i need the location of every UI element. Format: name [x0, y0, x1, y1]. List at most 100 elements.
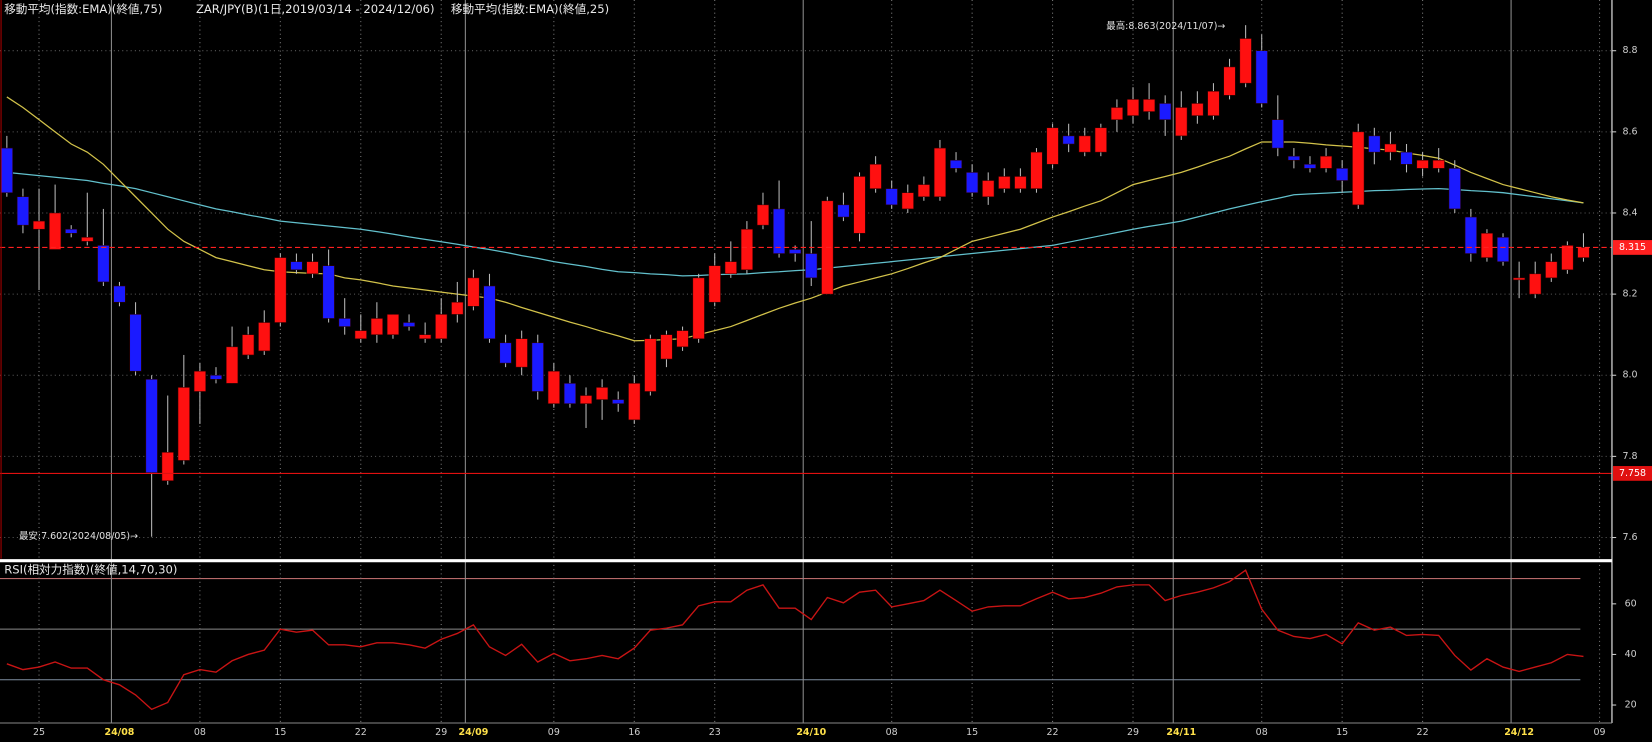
candle-body [145, 379, 158, 473]
candle-body [1336, 168, 1349, 181]
y-tick-label: 7.8 [1623, 451, 1638, 462]
candle-body [1545, 261, 1558, 279]
candle-body [402, 322, 416, 327]
candle-body [660, 334, 673, 360]
x-tick-label: 24/08 [105, 727, 135, 738]
candle-body [386, 314, 400, 335]
x-tick-label: 22 [355, 727, 367, 738]
ema-line [6, 171, 1584, 277]
candle-body [1368, 135, 1381, 153]
candle-body [740, 228, 753, 271]
candle-body [1416, 159, 1429, 169]
x-tick-label: 15 [966, 727, 978, 738]
candle-body [1303, 164, 1317, 169]
candle-body [547, 370, 560, 404]
x-tick-label: 08 [1256, 727, 1268, 738]
candle-body [676, 330, 689, 348]
x-tick-label: 23 [709, 727, 721, 738]
x-tick-label: 24/11 [1166, 727, 1196, 738]
candle-body [65, 228, 78, 234]
candle-body [129, 314, 142, 372]
candle-body [242, 334, 255, 356]
candle-body [1094, 127, 1107, 153]
candle-body [32, 220, 46, 230]
x-tick-label: 29 [435, 727, 447, 738]
candle-body [837, 204, 850, 218]
candle-body [773, 208, 786, 254]
candle-body [161, 452, 174, 481]
candle-body [1014, 176, 1027, 189]
candle-body [451, 301, 464, 315]
candle-body [596, 387, 609, 400]
candle-body [724, 261, 737, 275]
candle-body [193, 370, 206, 392]
candle-body [322, 265, 335, 319]
y-tick-label: 8.4 [1623, 207, 1638, 218]
candle-body [1062, 135, 1075, 145]
y-tick-label: 8.6 [1623, 126, 1638, 137]
candle-body [435, 314, 448, 339]
x-tick-label: 15 [274, 727, 286, 738]
candle-body [805, 253, 818, 279]
x-tick-label: 22 [1417, 727, 1429, 738]
low-annotation: 最安:7.602(2024/08/05)→ [19, 531, 138, 542]
rsi-line [6, 569, 1584, 711]
candle-body [531, 342, 544, 392]
candle-body [1271, 119, 1284, 149]
candle-body [1577, 247, 1590, 258]
high-annotation: 最高:8.863(2024/11/07)→ [1106, 20, 1225, 32]
candle-body [756, 204, 770, 226]
y-tick-label: 8.2 [1623, 289, 1638, 300]
candle-body [966, 172, 979, 193]
y-tick-label: 40 [1625, 649, 1637, 660]
y-tick-label: 60 [1625, 598, 1637, 609]
candle-body [949, 159, 963, 169]
ema-line [6, 96, 1584, 342]
candle-body [113, 285, 126, 303]
y-tick-label: 8.8 [1623, 45, 1638, 56]
candle-body [306, 261, 319, 275]
x-tick-label: 25 [33, 727, 45, 738]
x-tick-label: 08 [194, 727, 206, 738]
x-tick-label: 15 [1336, 727, 1348, 738]
candle-body [1320, 155, 1333, 169]
candle-body [1191, 103, 1204, 116]
candle-body [1159, 103, 1172, 120]
candle-body [998, 176, 1011, 189]
candle-body [1126, 99, 1140, 116]
candle-body [177, 387, 190, 461]
price-label: 7.758 [1619, 468, 1646, 479]
candle-body [933, 147, 947, 198]
candle-body [563, 383, 576, 404]
candle-body [853, 176, 866, 234]
ema25-legend: 移動平均(指数:EMA)(終値,25) [451, 2, 609, 16]
x-tick-label: 24/12 [1504, 727, 1534, 738]
candle-body [579, 395, 593, 404]
x-tick-label: 22 [1047, 727, 1059, 738]
candle-body [1496, 237, 1510, 262]
candle-body [1513, 277, 1526, 281]
candle-body [0, 147, 13, 193]
candle-body [1239, 38, 1252, 84]
candle-body [1110, 107, 1123, 120]
ema75-legend: 移動平均(指数:EMA)(終値,75) [4, 2, 162, 16]
candle-body [885, 188, 898, 206]
candle-body [612, 399, 625, 404]
x-tick-label: 09 [1594, 727, 1606, 738]
candle-body [370, 318, 383, 335]
candle-body [1207, 91, 1220, 116]
rsi-title: RSI(相対力指数)(終値,14,70,30) [4, 563, 177, 577]
candle-body [644, 338, 657, 392]
candle-body [354, 330, 367, 339]
candle-body [338, 318, 351, 327]
candle-body [1561, 245, 1574, 271]
candle-body [917, 184, 930, 198]
x-tick-label: 24/09 [458, 727, 488, 738]
candle-body [209, 374, 223, 380]
candle-body [1480, 232, 1494, 258]
candle-body [1143, 99, 1156, 112]
candle-body [1287, 155, 1300, 161]
candle-body [226, 346, 239, 384]
